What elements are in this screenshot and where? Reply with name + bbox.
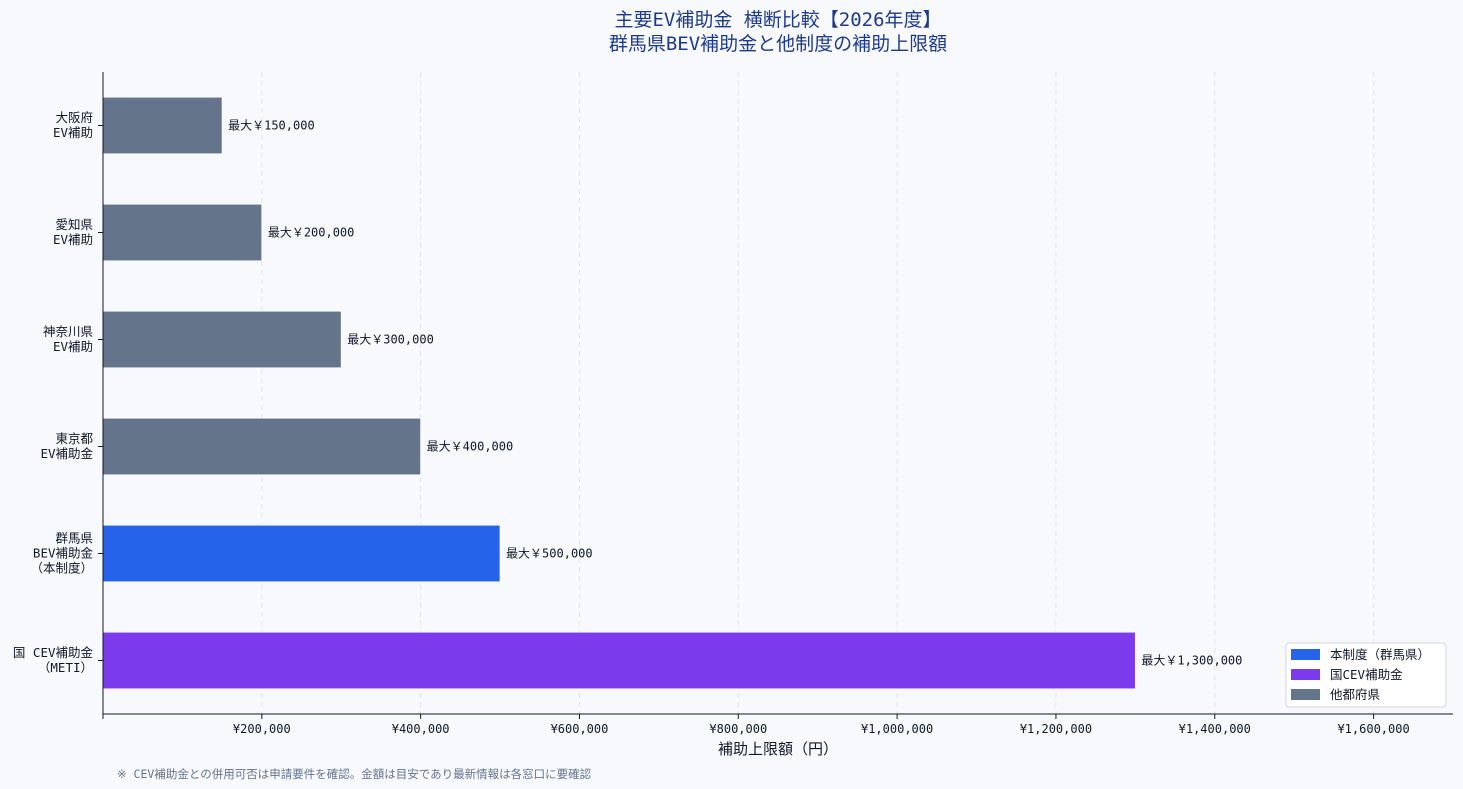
bar — [102, 203, 263, 262]
x-axis-title: 補助上限額（円） — [718, 740, 838, 758]
legend-label-other: 他都府県 — [1330, 687, 1380, 702]
x-tick-label: ¥400,000 — [392, 722, 450, 736]
chart-title-line-1: 主要EV補助金 横断比較【2026年度】 — [614, 9, 941, 31]
grid-lines — [261, 72, 1375, 714]
x-tick-label: ¥200,000 — [233, 722, 291, 736]
legend-box — [1285, 642, 1447, 708]
bars — [102, 96, 1136, 690]
legend: 本制度（群馬県） 国CEV補助金 他都府県 — [1285, 642, 1447, 708]
x-tick-label: ¥1,600,000 — [1337, 722, 1409, 736]
bar-value-label: 最大￥150,000 — [228, 119, 315, 133]
bar — [102, 417, 422, 476]
x-axis-ticks: ¥200,000 ¥400,000 ¥600,000 ¥800,000 ¥1,000,0… — [102, 714, 1410, 736]
bar — [102, 524, 501, 583]
y-tick-label: 大阪府 EV補助 — [53, 110, 93, 140]
legend-swatch-other — [1291, 689, 1320, 700]
bar-value-label: 最大￥1,300,000 — [1141, 654, 1242, 668]
bar-value-label: 最大￥400,000 — [427, 440, 514, 454]
chart-title-line-2: 群馬県BEV補助金と他制度の補助上限額 — [609, 33, 947, 55]
x-tick-label: ¥600,000 — [551, 722, 609, 736]
y-tick-label: 群馬県 BEV補助金（本制度） — [30, 531, 93, 576]
legend-label-gunma: 本制度（群馬県） — [1330, 647, 1430, 662]
bar — [102, 631, 1136, 690]
legend-swatch-gunma — [1291, 649, 1320, 660]
x-tick-label: ¥800,000 — [709, 722, 767, 736]
x-tick-label: ¥1,400,000 — [1179, 722, 1251, 736]
bar-value-label: 最大￥200,000 — [268, 226, 355, 240]
bar-value-label: 最大￥500,000 — [506, 547, 593, 561]
y-tick-label: 神奈川県 EV補助 — [43, 324, 93, 354]
x-tick-label: ¥1,200,000 — [1020, 722, 1092, 736]
x-tick-label: ¥1,000,000 — [861, 722, 933, 736]
y-tick-label: 愛知県 EV補助 — [53, 217, 93, 247]
legend-swatch-national — [1291, 669, 1320, 680]
data-labels: 最大￥150,000 最大￥200,000 最大￥300,000 最大￥400,000… — [228, 119, 1242, 668]
bar-value-label: 最大￥300,000 — [347, 333, 434, 347]
y-tick-label: 国 CEV補助金（METI） — [13, 645, 94, 675]
bar — [102, 96, 223, 155]
y-tick-label: 東京都 EV補助金 — [40, 431, 93, 461]
bar — [102, 310, 342, 369]
legend-label-national: 国CEV補助金 — [1330, 667, 1403, 682]
footnote: ※ CEV補助金との併用可否は申請要件を確認。金額は目安であり最新情報は各窓口に… — [117, 767, 592, 781]
